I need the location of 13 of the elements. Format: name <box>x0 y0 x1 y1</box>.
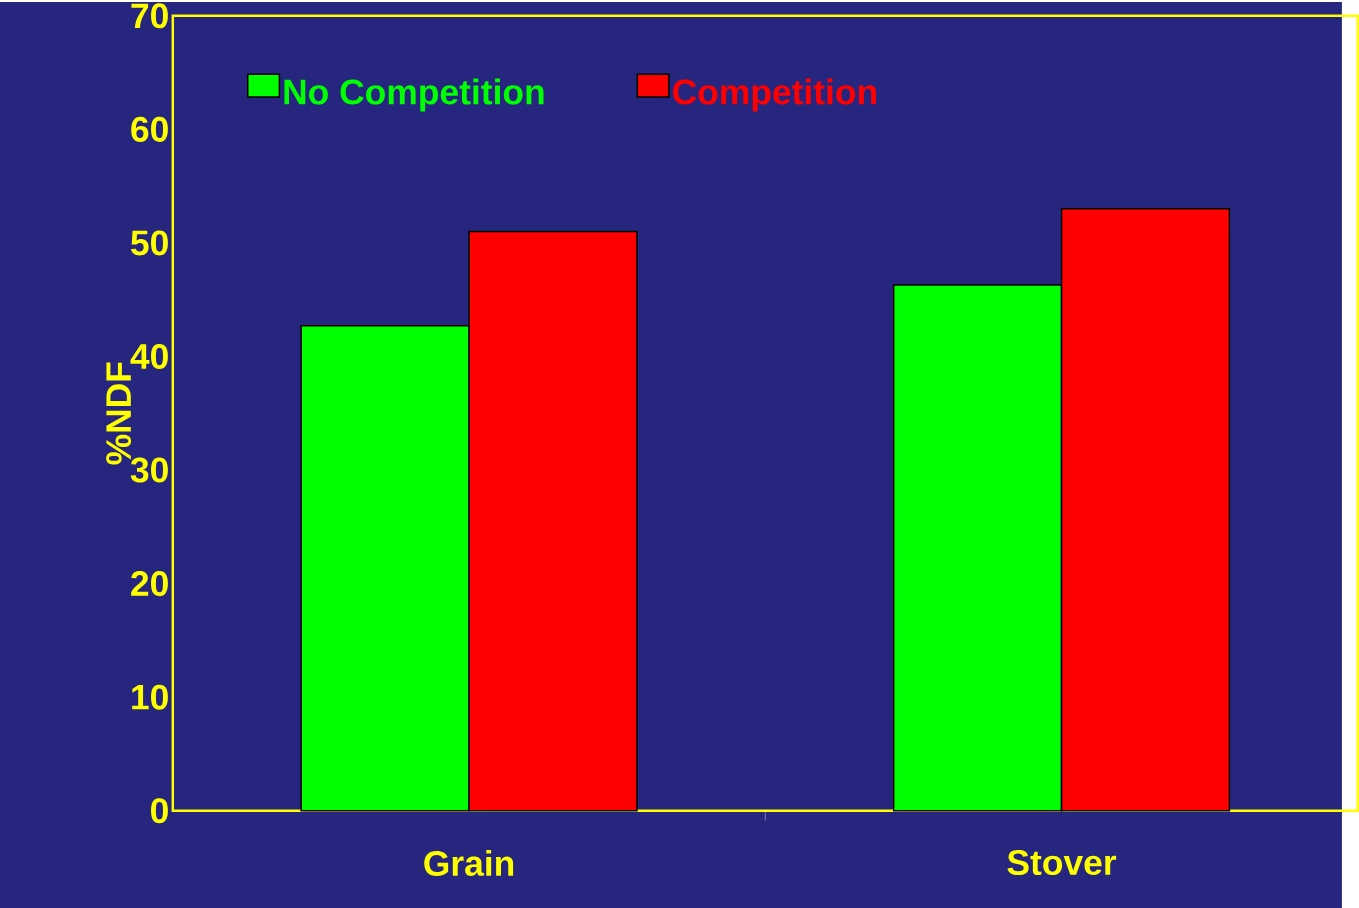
y-tick-label: 20 <box>131 570 168 596</box>
y-tick-label: 60 <box>131 116 168 142</box>
y-tick-label: 10 <box>132 684 168 710</box>
y-tick-label: 70 <box>131 3 168 29</box>
x-tick-label: Grain <box>424 849 514 876</box>
y-tick-label: 30 <box>130 457 168 483</box>
x-tick-label: Stover <box>1007 849 1117 875</box>
y-tick-label: 40 <box>130 343 168 369</box>
legend-label: Competition <box>673 78 876 112</box>
y-tick-label: 50 <box>131 230 168 256</box>
y-axis-title: %NDF <box>106 362 132 465</box>
legend-label: No Competition <box>284 78 544 112</box>
y-tick-label: 0 <box>151 797 168 824</box>
